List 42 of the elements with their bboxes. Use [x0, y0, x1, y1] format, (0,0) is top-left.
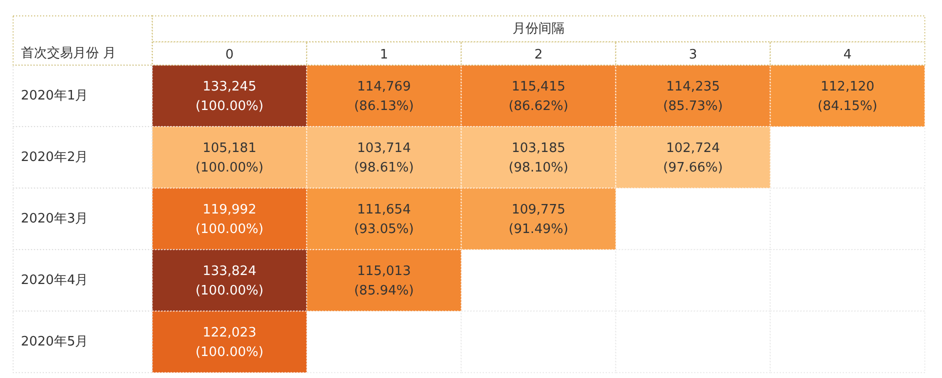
- data-label: 119,992: [202, 202, 256, 218]
- y-tick-label: 2020年3月: [20, 211, 88, 226]
- y-tick-label: 2020年2月: [20, 150, 88, 165]
- y-tick-label: 2020年5月: [20, 334, 88, 350]
- data-label: 102,724: [666, 140, 720, 156]
- annotation: (85.94%): [354, 283, 414, 298]
- annotation: (100.00%): [195, 222, 264, 237]
- data-label: 109,775: [512, 202, 566, 218]
- annotation: (98.10%): [508, 160, 568, 176]
- data-label: 115,415: [512, 79, 566, 94]
- annotation: (86.13%): [354, 98, 414, 114]
- x-tick-label: 0: [225, 47, 234, 62]
- y-tick-label: 2020年1月: [20, 88, 88, 104]
- y-axis-title: 首次交易月份 月: [20, 44, 116, 61]
- annotation: (100.00%): [195, 344, 264, 360]
- data-label: 114,235: [666, 79, 720, 94]
- annotation: (100.00%): [195, 160, 264, 176]
- annotation: (98.61%): [354, 160, 414, 176]
- annotation: (84.15%): [818, 98, 878, 114]
- annotation: (93.05%): [354, 222, 414, 237]
- annotation: (85.73%): [663, 98, 723, 114]
- annotation: (91.49%): [508, 222, 568, 237]
- data-label: 103,714: [357, 140, 411, 156]
- data-label: 115,013: [357, 264, 411, 279]
- annotation: (97.66%): [663, 160, 723, 176]
- x-axis-title: 月份间隔: [512, 21, 564, 36]
- data-label: 105,181: [202, 140, 256, 156]
- data-label: 133,824: [202, 264, 256, 279]
- data-label: 112,120: [820, 79, 874, 94]
- x-tick-label: 1: [380, 47, 388, 62]
- data-label: 111,654: [357, 202, 411, 218]
- x-tick-label: 2: [534, 47, 543, 62]
- x-tick-label: 3: [688, 47, 698, 62]
- annotation: (86.62%): [508, 98, 568, 114]
- y-tick-label: 2020年4月: [20, 272, 88, 288]
- data-label: 122,023: [202, 325, 256, 340]
- data-label: 103,185: [512, 140, 566, 156]
- data-label: 133,245: [202, 79, 256, 94]
- x-tick-label: 4: [843, 47, 852, 62]
- annotation: (100.00%): [195, 98, 264, 114]
- data-label: 114,769: [357, 79, 411, 94]
- annotation: (100.00%): [195, 283, 264, 298]
